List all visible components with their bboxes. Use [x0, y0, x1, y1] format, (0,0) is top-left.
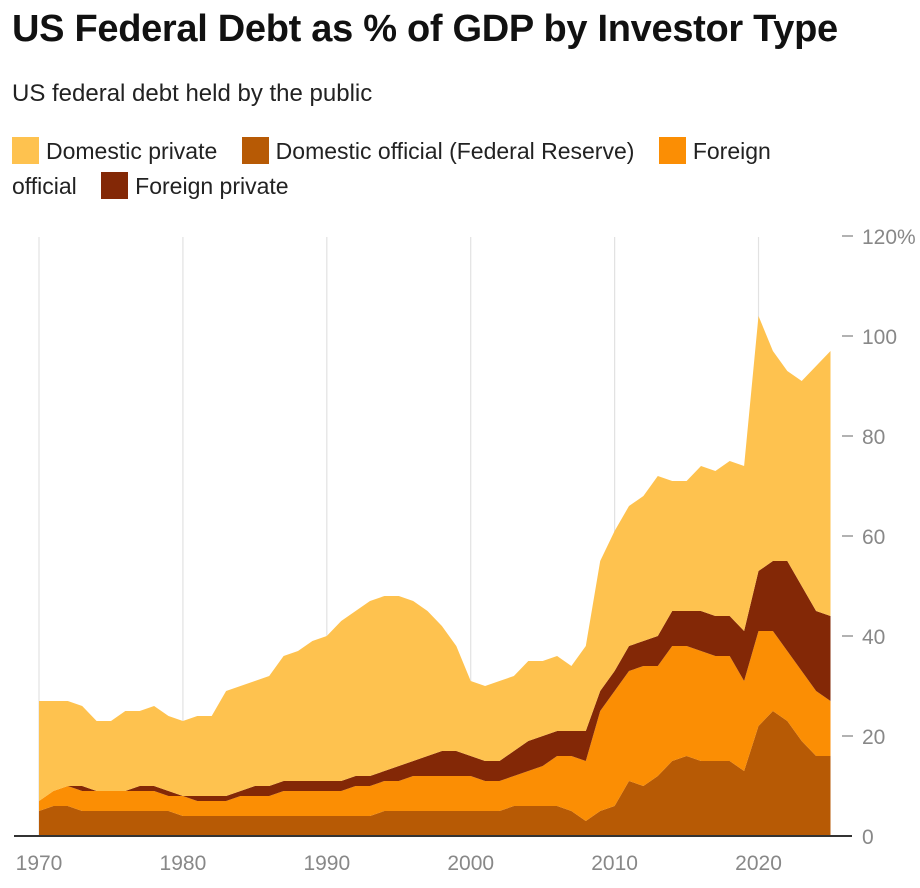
legend-item-domestic-private[interactable]: Domestic private: [12, 137, 235, 164]
x-tick-label-1990: 1990: [303, 852, 350, 875]
legend-item-foreign-official[interactable]: Foreign official: [12, 137, 771, 199]
legend-label-domestic-official: Domestic official (Federal Reserve): [275, 138, 635, 164]
y-tick-label-120: 120%: [862, 226, 916, 249]
legend-label-foreign-official: Foreign official: [12, 138, 771, 199]
area-series-foreign-official: [39, 631, 831, 821]
area-series-domestic-official-federal-reserve: [39, 711, 831, 836]
x-tick-label-1980: 1980: [160, 852, 207, 875]
area-series-domestic-private: [39, 316, 831, 801]
x-tick-label-2000: 2000: [447, 852, 494, 875]
legend-swatch-domestic-official: [241, 137, 269, 164]
legend-swatch-foreign-official: [658, 137, 686, 164]
y-tick-label-100: 100: [862, 326, 897, 349]
x-tick-label-2020: 2020: [735, 852, 782, 875]
legend-swatch-foreign-private: [101, 172, 129, 199]
legend-item-domestic-official[interactable]: Domestic official (Federal Reserve): [241, 137, 653, 164]
chart-legend: Domestic private Domestic official (Fede…: [12, 134, 812, 204]
x-tick-label-2010: 2010: [591, 852, 638, 875]
legend-label-domestic-private: Domestic private: [46, 138, 218, 164]
y-tick-label-0: 0: [862, 826, 874, 849]
y-tick-label-60: 60: [862, 526, 885, 549]
legend-item-foreign-private[interactable]: Foreign private: [101, 172, 306, 199]
chart-subtitle: US federal debt held by the public: [12, 80, 373, 107]
y-tick-label-40: 40: [862, 626, 885, 649]
legend-label-foreign-private: Foreign private: [135, 173, 289, 199]
y-tick-label-20: 20: [862, 726, 885, 749]
chart-title: US Federal Debt as % of GDP by Investor …: [12, 8, 838, 50]
x-tick-label-1970: 1970: [16, 852, 63, 875]
y-tick-label-80: 80: [862, 426, 885, 449]
legend-swatch-domestic-private: [12, 137, 39, 164]
